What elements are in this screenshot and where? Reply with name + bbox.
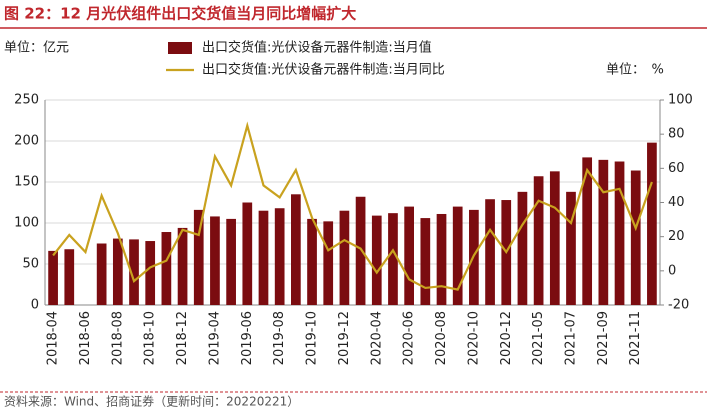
- x-tick-label: 2020-12: [499, 311, 514, 365]
- x-tick-label: 2019-08: [272, 311, 287, 365]
- y2-tick-label: 20: [668, 229, 685, 244]
- line: [52, 121, 653, 291]
- bar: [647, 142, 657, 305]
- y2-tick-label: 40: [668, 195, 685, 210]
- x-tick-label: 2019-12: [337, 311, 352, 365]
- bar: [630, 170, 641, 305]
- x-tick-label: 2018-04: [46, 311, 61, 365]
- x-tick-label: 2018-08: [110, 311, 125, 365]
- source: 资料来源：Wind、招商证券（更新时间：20220221）: [4, 394, 299, 409]
- bar: [485, 199, 495, 305]
- y-tick-label: 50: [22, 257, 39, 272]
- x-tick-label: 2021-07: [563, 311, 578, 365]
- bar: [307, 218, 317, 305]
- y-tick-label: 150: [14, 175, 39, 190]
- x-tick-label: 2018-06: [78, 311, 93, 365]
- bar: [371, 215, 382, 305]
- x-tick-label: 2019-04: [207, 311, 222, 365]
- bar: [388, 213, 398, 305]
- y-tick-label: 200: [14, 134, 39, 149]
- bar: [549, 171, 560, 305]
- legend-label: 出口交货值:光伏设备元器件制造:当月值: [202, 40, 432, 56]
- bar: [566, 191, 576, 305]
- bar: [64, 249, 75, 305]
- bar: [323, 221, 334, 305]
- x-tick-label: 2021-05: [531, 311, 546, 365]
- y-tick-label: 250: [14, 93, 39, 108]
- bar: [420, 218, 431, 305]
- y2-tick-label: -20: [668, 298, 689, 313]
- bar: [452, 206, 463, 305]
- y-tick-label: 100: [14, 216, 39, 231]
- bar: [161, 232, 172, 305]
- bar: [274, 208, 285, 305]
- chart-title: 图 22：12 月光伏组件出口交货值当月同比增幅扩大: [4, 5, 356, 23]
- bar: [517, 191, 528, 305]
- x-tick-label: 2020-04: [369, 311, 384, 365]
- bar: [112, 238, 123, 305]
- y2-tick-label: 100: [668, 93, 693, 108]
- x-tick-label: 2020-06: [402, 311, 417, 365]
- bar: [193, 209, 204, 305]
- bar: [242, 202, 253, 305]
- x-tick-label: 2018-10: [143, 311, 158, 365]
- bar: [96, 243, 107, 305]
- left-unit: 单位：亿元: [4, 41, 69, 56]
- bar: [339, 210, 350, 305]
- bar: [258, 210, 269, 305]
- x-tick-label: 2020-10: [466, 311, 481, 365]
- bar: [177, 227, 188, 305]
- bar: [598, 159, 609, 305]
- bar: [291, 194, 301, 305]
- bar: [226, 218, 236, 305]
- right-unit: 单位： %: [606, 63, 664, 78]
- x-tick-label: 2018-12: [175, 311, 190, 365]
- bar: [436, 213, 447, 305]
- bar: [533, 176, 544, 305]
- x-tick-label: 2021-11: [628, 311, 643, 365]
- bar: [404, 206, 414, 305]
- x-tick-label: 2020-08: [434, 311, 449, 365]
- y2-tick-label: 80: [668, 127, 685, 142]
- bar: [129, 239, 139, 305]
- bar: [145, 241, 156, 305]
- y2-tick-label: 60: [668, 161, 685, 176]
- bar: [582, 157, 593, 305]
- bar: [48, 250, 58, 305]
- y-tick-label: 0: [31, 298, 39, 313]
- x-tick-label: 2021-09: [596, 311, 611, 365]
- bar: [210, 216, 220, 305]
- bar: [614, 161, 625, 305]
- x-tick-label: 2019-10: [305, 311, 320, 365]
- x-tick-label: 2019-06: [240, 311, 255, 365]
- legend-swatch: [168, 42, 192, 54]
- y2-tick-label: 0: [668, 263, 676, 278]
- bar: [355, 196, 366, 305]
- legend-label: 出口交货值:光伏设备元器件制造:当月同比: [202, 62, 445, 78]
